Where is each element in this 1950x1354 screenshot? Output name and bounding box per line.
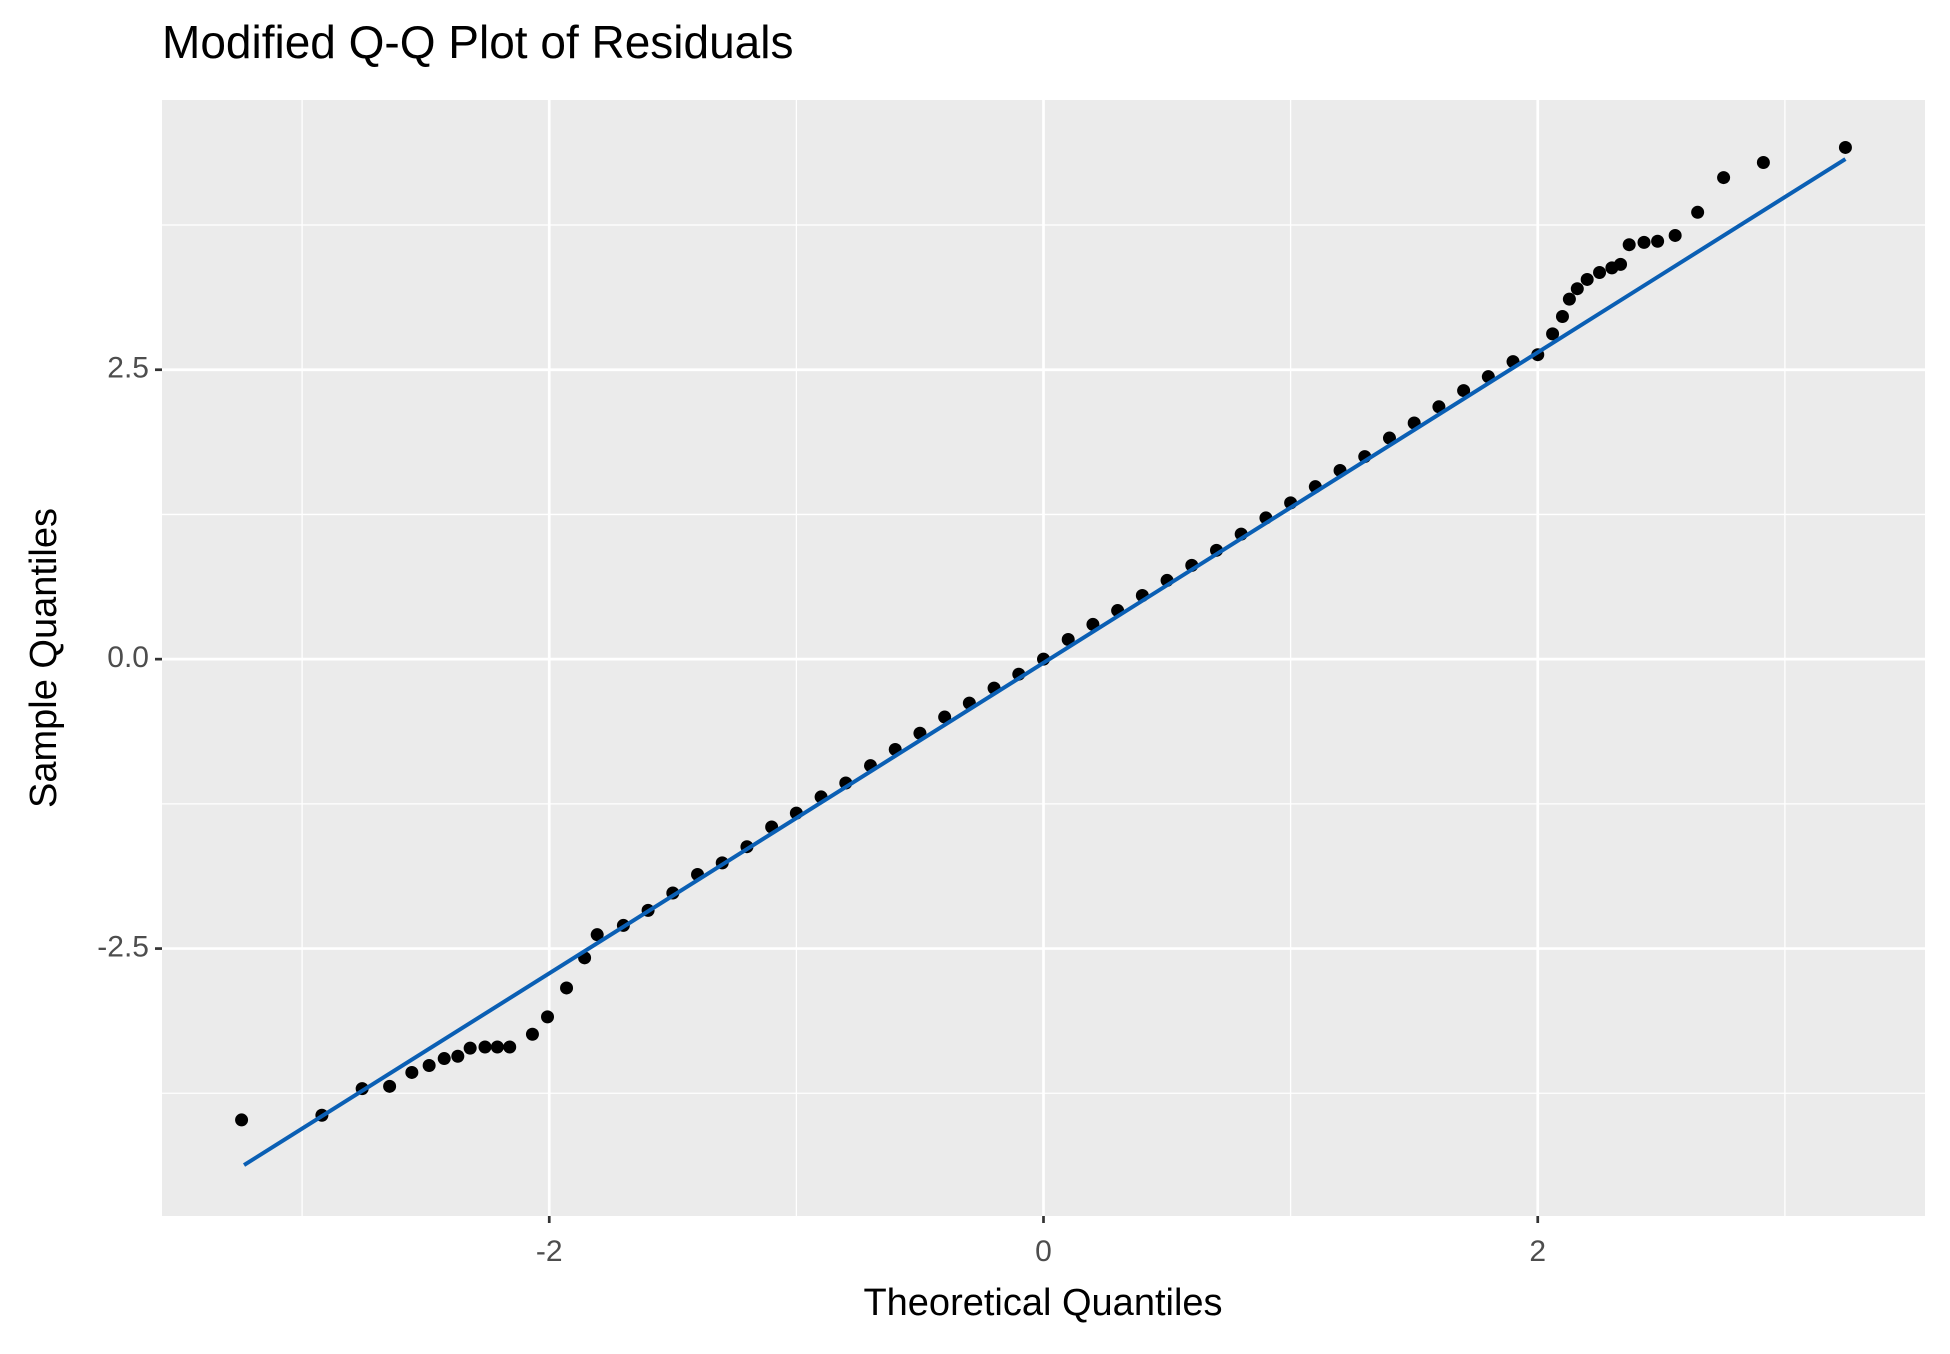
data-point — [478, 1040, 492, 1054]
x-axis-title: Theoretical Quantiles — [863, 1282, 1222, 1324]
data-point — [1838, 140, 1852, 154]
data-point — [541, 1010, 555, 1024]
x-tick-label: -2 — [536, 1235, 563, 1268]
data-point — [1546, 327, 1560, 341]
data-point — [560, 981, 574, 995]
y-tick-label: 2.5 — [107, 352, 149, 385]
y-tick-label: -2.5 — [97, 930, 149, 963]
data-point — [1580, 272, 1594, 286]
data-point — [437, 1052, 451, 1066]
x-tick-label: 2 — [1529, 1235, 1546, 1268]
y-axis-title: Sample Quantiles — [23, 508, 65, 808]
data-point — [590, 928, 604, 942]
data-point — [1717, 171, 1731, 185]
data-point — [383, 1079, 397, 1093]
data-point — [503, 1040, 517, 1054]
data-point — [1637, 235, 1651, 249]
data-point — [1570, 282, 1584, 296]
data-point — [235, 1113, 249, 1127]
data-point — [405, 1065, 419, 1079]
reference-line — [242, 157, 1847, 1167]
data-point — [463, 1041, 477, 1055]
data-point — [1651, 234, 1665, 248]
data-point — [1457, 384, 1471, 398]
data-point — [490, 1040, 504, 1054]
data-point — [1691, 205, 1705, 219]
chart-title: Modified Q-Q Plot of Residuals — [162, 16, 794, 68]
data-point — [1668, 228, 1682, 242]
x-tick-label: 0 — [1035, 1235, 1052, 1268]
data-point — [451, 1049, 465, 1063]
data-point — [1555, 309, 1569, 323]
data-point — [938, 710, 952, 724]
data-point — [1562, 292, 1576, 306]
y-tick-label: 0.0 — [107, 641, 149, 674]
data-point — [1593, 265, 1607, 279]
data-point — [1061, 632, 1075, 646]
data-point — [1622, 238, 1636, 252]
data-point — [1756, 156, 1770, 170]
data-point — [1614, 257, 1628, 271]
data-point — [525, 1027, 539, 1041]
data-point — [422, 1059, 436, 1073]
